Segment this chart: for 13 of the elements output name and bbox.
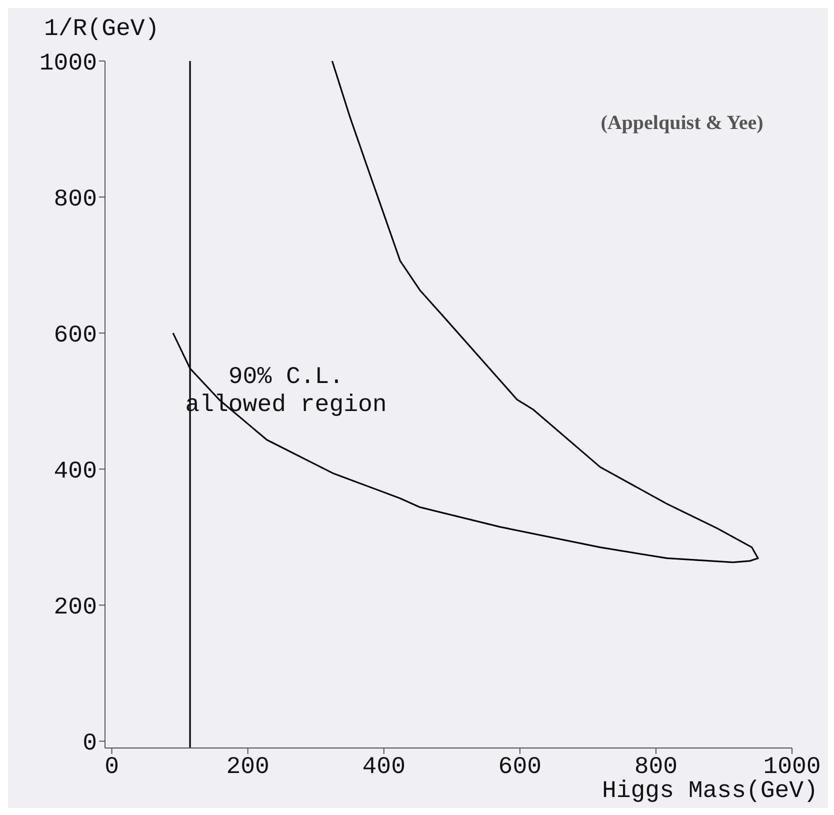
y-tick-label: 400 bbox=[54, 458, 97, 486]
y-tick-label: 200 bbox=[54, 594, 97, 622]
y-tick-label: 600 bbox=[54, 322, 97, 350]
x-tick-label: 0 bbox=[104, 754, 120, 782]
y-axis-title: 1/R(GeV) bbox=[44, 16, 160, 43]
annotation: 90% C.L. bbox=[228, 364, 344, 391]
y-tick-label: 800 bbox=[54, 186, 97, 214]
annotation: (Appelquist & Yee) bbox=[600, 112, 764, 134]
x-tick-label: 600 bbox=[498, 754, 542, 782]
y-tick-label: 0 bbox=[82, 730, 97, 758]
x-tick-label: 400 bbox=[362, 754, 406, 782]
x-tick-label: 200 bbox=[226, 754, 270, 782]
y-tick-label: 1000 bbox=[39, 50, 97, 78]
